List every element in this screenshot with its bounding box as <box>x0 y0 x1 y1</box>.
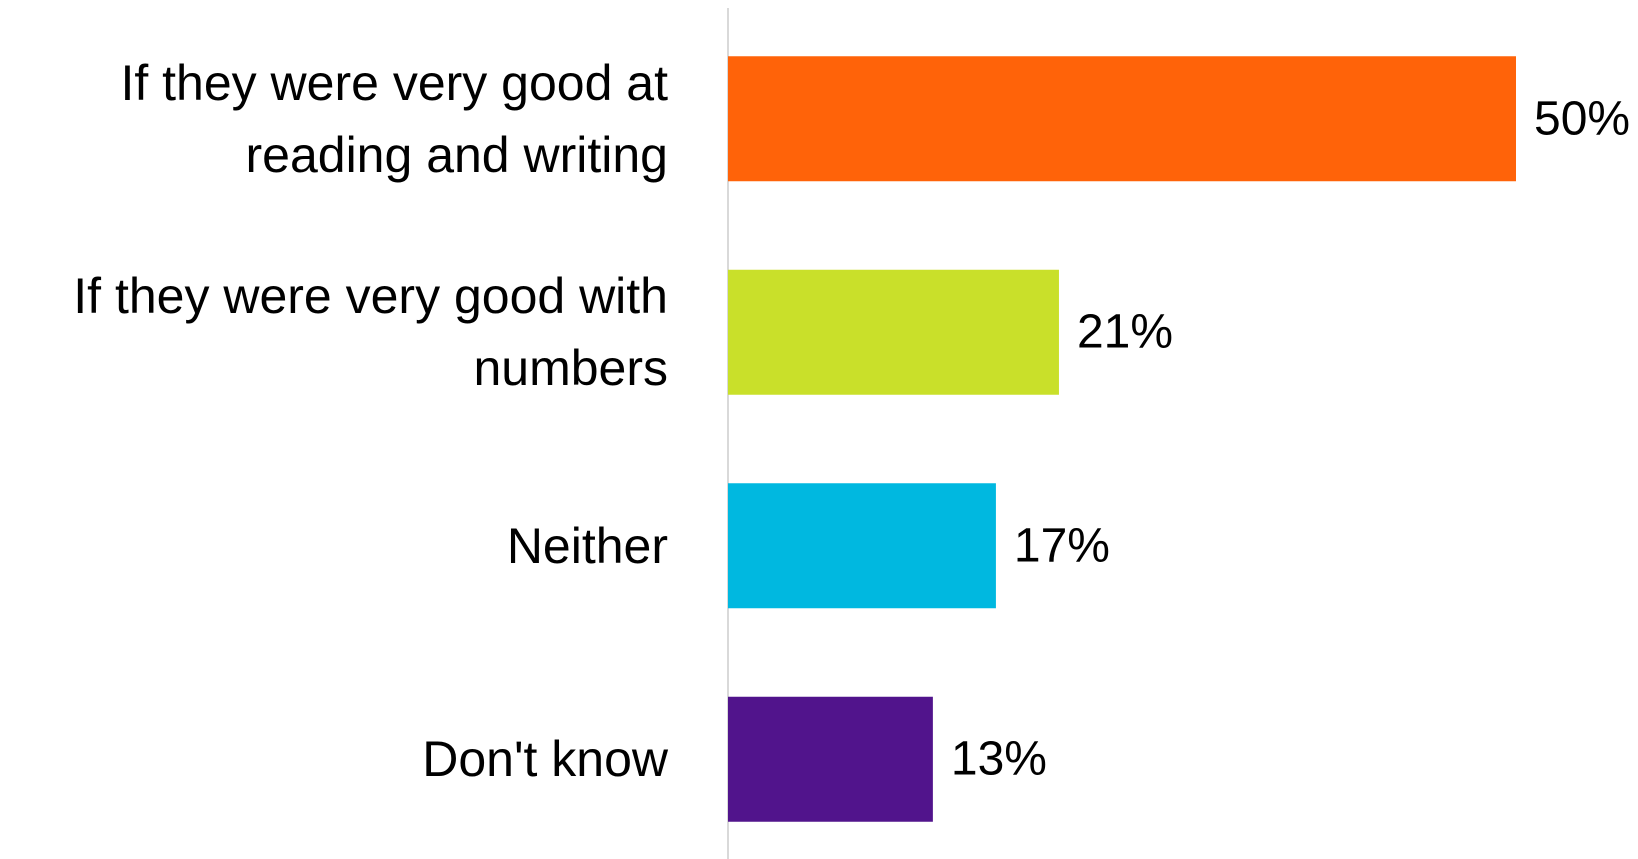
bar <box>728 483 996 609</box>
value-label: 50% <box>1534 92 1631 146</box>
bar <box>728 269 1059 395</box>
value-label: 17% <box>1013 519 1110 573</box>
value-label: 13% <box>950 732 1047 786</box>
value-label: 21% <box>1076 305 1174 359</box>
category-label: If they were very good with numbers <box>73 268 668 397</box>
bar <box>728 56 1516 182</box>
bar <box>728 696 933 822</box>
category-label: Don't know <box>422 731 668 788</box>
category-label: If they were very good at reading and wr… <box>120 54 668 183</box>
category-label: Neither <box>506 517 668 574</box>
